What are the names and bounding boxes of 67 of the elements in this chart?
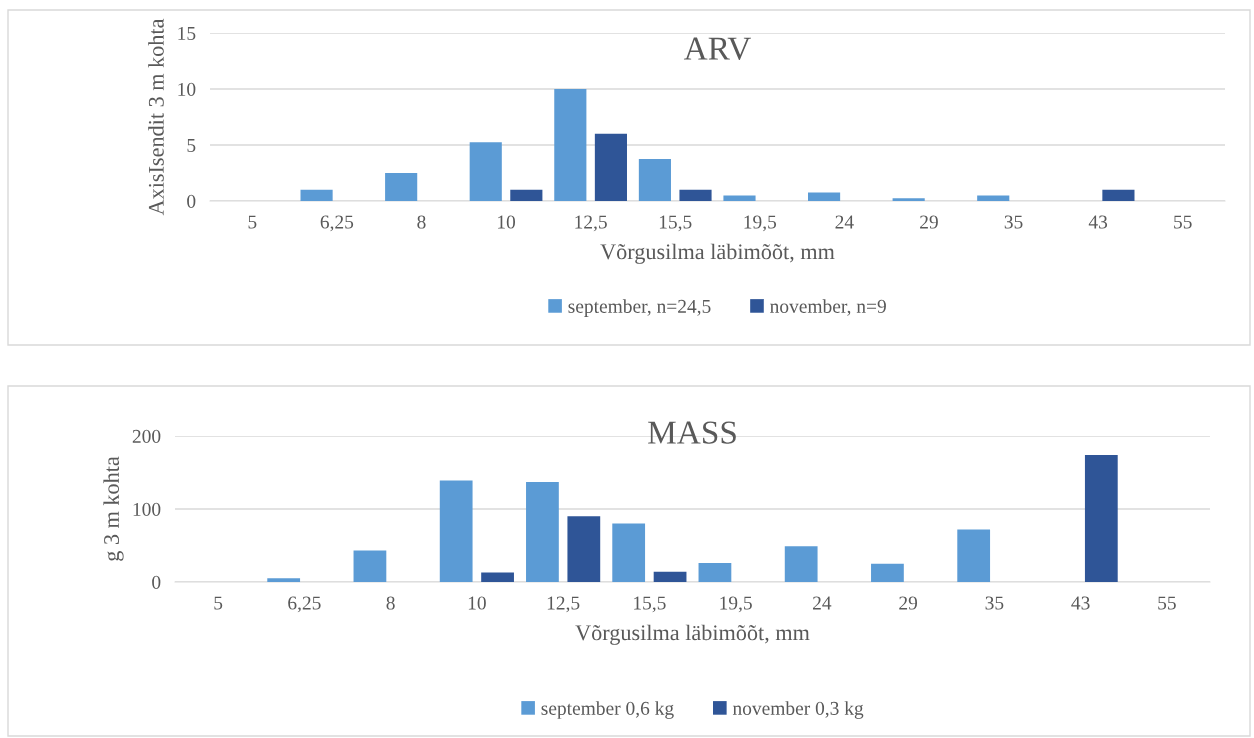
x-tick-label: 29 — [899, 596, 918, 610]
bar — [784, 546, 818, 582]
y-axis-title: AxisIsendit 3 m kohta — [148, 18, 164, 216]
x-tick-label: 8 — [386, 596, 395, 610]
bar — [957, 529, 991, 582]
bar — [510, 189, 543, 201]
bar — [698, 563, 732, 582]
x-tick-label: 24 — [835, 215, 854, 229]
bar — [594, 133, 627, 201]
x-axis-title: Võrgusilma läbimõõt, mm — [575, 624, 810, 645]
legend-label: november, n=9 — [770, 299, 886, 316]
bar — [808, 192, 841, 201]
x-tick-label: 35 — [985, 596, 1004, 610]
bar — [1102, 189, 1135, 201]
x-tick-label: 24 — [813, 596, 832, 610]
bar — [871, 563, 904, 582]
x-tick-label: 5 — [248, 215, 257, 229]
x-tick-label: 55 — [1174, 215, 1192, 229]
bar — [353, 550, 387, 582]
x-tick-label: 10 — [498, 215, 516, 229]
bar — [567, 516, 601, 582]
x-tick-label: 43 — [1088, 215, 1108, 229]
x-tick-label: 19,5 — [744, 215, 777, 232]
bar — [653, 571, 687, 582]
x-tick-label: 6,25 — [288, 596, 321, 613]
x-tick-label: 6,25 — [320, 215, 354, 232]
x-tick-label: 15,5 — [634, 596, 666, 613]
x-tick-label: 35 — [1004, 215, 1023, 229]
y-tick-label: 0 — [187, 194, 196, 208]
bar — [267, 578, 301, 582]
legend-label: november 0,3 kg — [732, 701, 864, 719]
x-tick-label: 55 — [1158, 596, 1176, 610]
y-tick-label: 200 — [132, 429, 161, 443]
y-tick-label: 15 — [178, 26, 196, 40]
x-tick-label: 8 — [417, 215, 426, 229]
chart-title: ARV — [683, 37, 751, 60]
bar — [481, 572, 514, 582]
y-tick-label: 100 — [133, 502, 161, 516]
x-axis-title: Võrgusilma läbimõõt, mm — [600, 243, 835, 264]
x-tick-label: 19,5 — [720, 596, 752, 613]
bar — [554, 89, 587, 201]
x-tick-label: 29 — [920, 215, 938, 229]
bar — [469, 142, 502, 201]
x-tick-label: 5 — [214, 596, 223, 610]
x-tick-label: 12,5 — [547, 596, 580, 613]
y-axis-title: g 3 m kohta — [103, 456, 124, 561]
bar — [612, 523, 646, 582]
bar — [385, 173, 418, 201]
bar — [439, 480, 473, 582]
bar — [1084, 454, 1118, 582]
bar — [977, 195, 1010, 201]
y-tick-label: 0 — [152, 575, 161, 589]
bar — [723, 195, 756, 201]
x-tick-label: 12,5 — [575, 215, 607, 232]
legend-label: september, n=24,5 — [568, 299, 711, 317]
bar — [638, 159, 671, 201]
y-tick-label: 5 — [187, 139, 196, 152]
bar — [679, 189, 712, 201]
x-tick-label: 15,5 — [659, 215, 692, 232]
legend-label: september 0,6 kg — [541, 701, 674, 719]
chart-title: MASS — [648, 421, 736, 444]
bar — [892, 198, 925, 201]
x-tick-label: 43 — [1071, 596, 1090, 610]
bar — [300, 189, 333, 201]
bar — [526, 481, 559, 582]
x-tick-label: 10 — [468, 596, 486, 610]
y-tick-label: 10 — [178, 82, 196, 96]
